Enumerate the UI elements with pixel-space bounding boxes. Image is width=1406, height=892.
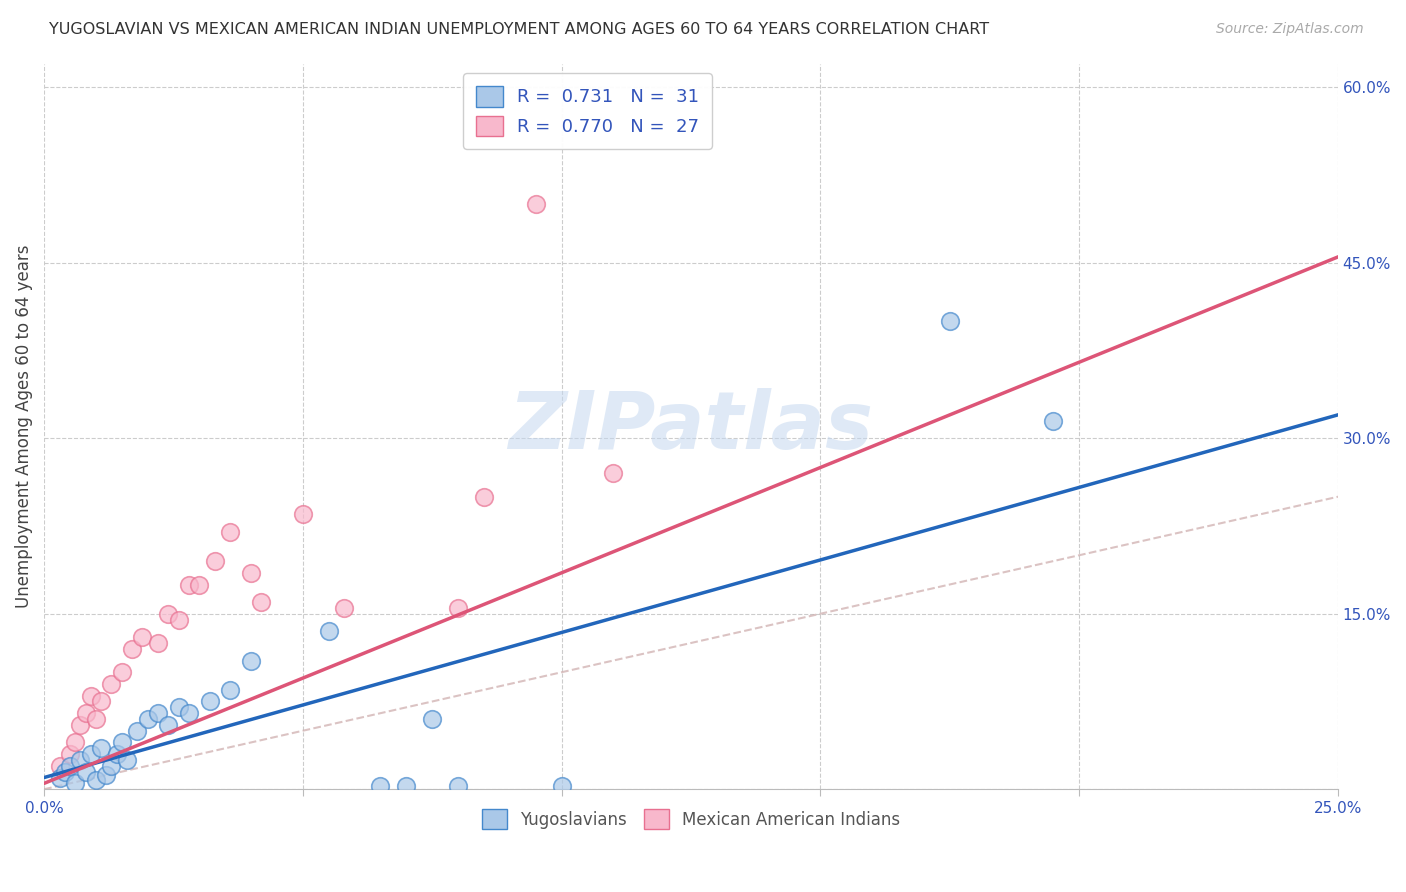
Point [472,490,495,504]
Point [111,665,134,680]
Point [96,768,118,782]
Point [447,779,470,793]
Point [188,577,211,591]
Point [84,712,107,726]
Text: YUGOSLAVIAN VS MEXICAN AMERICAN INDIAN UNEMPLOYMENT AMONG AGES 60 TO 64 YEARS CO: YUGOSLAVIAN VS MEXICAN AMERICAN INDIAN U… [49,22,990,37]
Text: ZIPatlas: ZIPatlas [509,388,873,466]
Point [524,197,547,211]
Point [447,601,470,615]
Point [75,706,97,721]
Point [69,718,91,732]
Point [318,624,340,639]
Point [100,759,122,773]
Point [333,601,356,615]
Legend: Yugoslavians, Mexican American Indians: Yugoslavians, Mexican American Indians [475,803,907,835]
Point [219,524,242,539]
Point [84,772,107,787]
Point [1042,414,1064,428]
Point [177,577,200,591]
Point [115,753,138,767]
Point [136,712,159,726]
Point [75,764,97,779]
Point [291,508,314,522]
Point [127,723,149,738]
Point [53,764,76,779]
Point [100,677,122,691]
Point [420,712,443,726]
Point [395,779,418,793]
Point [79,689,101,703]
Point [131,630,153,644]
Point [48,771,70,785]
Point [79,747,101,761]
Point [167,700,190,714]
Point [204,554,226,568]
Point [59,759,82,773]
Point [157,607,180,621]
Point [48,759,70,773]
Point [198,694,221,708]
Point [90,741,112,756]
Point [167,613,190,627]
Point [250,595,273,609]
Point [63,735,86,749]
Text: Source: ZipAtlas.com: Source: ZipAtlas.com [1216,22,1364,37]
Point [938,314,960,328]
Point [121,641,143,656]
Point [550,779,572,793]
Point [240,566,263,580]
Y-axis label: Unemployment Among Ages 60 to 64 years: Unemployment Among Ages 60 to 64 years [15,245,32,608]
Point [69,753,91,767]
Point [219,682,242,697]
Point [602,467,624,481]
Point [146,706,169,721]
Point [370,779,392,793]
Point [90,694,112,708]
Point [105,747,128,761]
Point [111,735,134,749]
Point [177,706,200,721]
Point [146,636,169,650]
Point [59,747,82,761]
Point [240,654,263,668]
Point [63,776,86,790]
Point [157,718,180,732]
